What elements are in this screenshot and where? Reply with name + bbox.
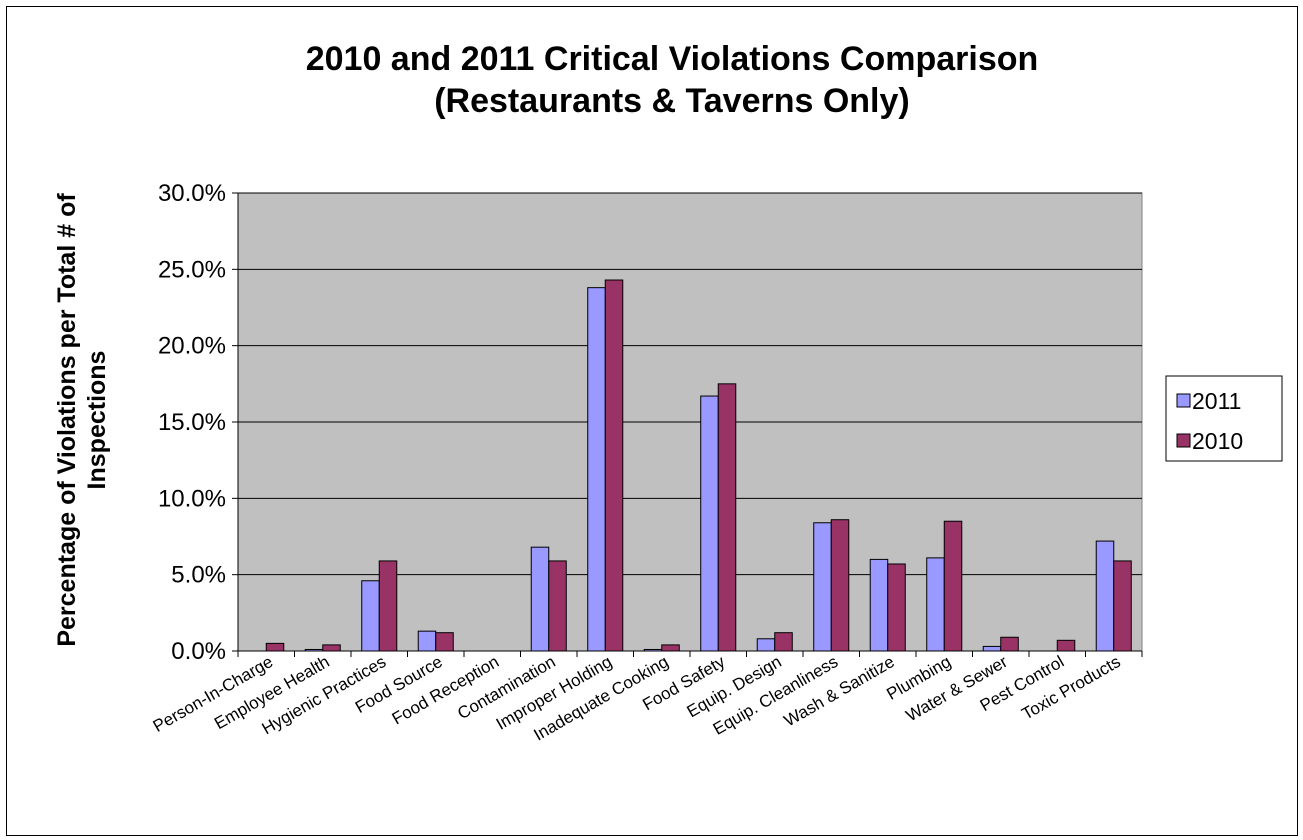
bar-2011-5 (530, 546, 550, 652)
bar-2011-8 (700, 395, 719, 652)
bar-2010-2 (378, 560, 398, 652)
bar-2011-13 (982, 645, 1002, 652)
bar-2011-11 (869, 558, 889, 652)
legend-label-2011: 2011 (1192, 388, 1241, 414)
bar-2010-10 (830, 519, 850, 652)
y-tick-labels: 0.0% 5.0% 10.0% 15.0% 20.0% 25.0% 30.0% (158, 180, 226, 665)
bar-2010-7 (661, 644, 680, 652)
legend-swatch-2010 (1176, 433, 1191, 448)
x-tick-label: Toxic Products (1019, 652, 1124, 724)
y-tick-label: 10.0% (158, 485, 226, 512)
bar-2010-8 (717, 383, 737, 652)
bars (265, 279, 1132, 652)
bar-2010-12 (943, 520, 963, 652)
y-tick-label: 30.0% (158, 180, 226, 207)
bar-2010-3 (435, 632, 454, 652)
bar-2010-15 (1113, 560, 1132, 652)
bar-2010-11 (887, 563, 906, 652)
y-tick-label: 20.0% (158, 333, 226, 360)
legend: 2011 2010 (1165, 375, 1283, 462)
bar-2010-5 (548, 560, 567, 652)
bar-2010-6 (604, 279, 624, 652)
bar-2011-12 (926, 557, 945, 652)
legend-label-2010: 2010 (1192, 428, 1243, 454)
y-tick-label: 15.0% (158, 409, 226, 436)
chart-title-line-1: 2010 and 2011 Critical Violations Compar… (306, 40, 1039, 78)
legend-swatch-2011 (1176, 393, 1191, 408)
y-axis-label-line-1: Percentage of Violations per Total # of (53, 193, 81, 647)
bar-2011-3 (417, 630, 437, 652)
bar-2011-6 (587, 287, 606, 652)
axes (232, 192, 1143, 657)
bar-2011-2 (361, 580, 380, 652)
bar-2010-0 (265, 642, 285, 652)
y-tick-label: 5.0% (171, 562, 226, 589)
bar-2011-9 (756, 638, 776, 652)
bar-2010-13 (1000, 636, 1019, 652)
y-axis-label: Percentage of Violations per Total # of … (53, 193, 111, 647)
y-tick-label: 0.0% (171, 638, 226, 665)
bar-2011-15 (1095, 540, 1115, 652)
y-tick-label: 25.0% (158, 256, 226, 283)
bar-2010-1 (322, 644, 341, 652)
bar-2010-9 (774, 632, 793, 652)
y-axis-label-line-2: Inspections (83, 351, 111, 490)
bar-2011-10 (813, 522, 832, 652)
chart-title-line-2: (Restaurants & Taverns Only) (434, 82, 910, 120)
bar-2010-14 (1056, 639, 1076, 652)
